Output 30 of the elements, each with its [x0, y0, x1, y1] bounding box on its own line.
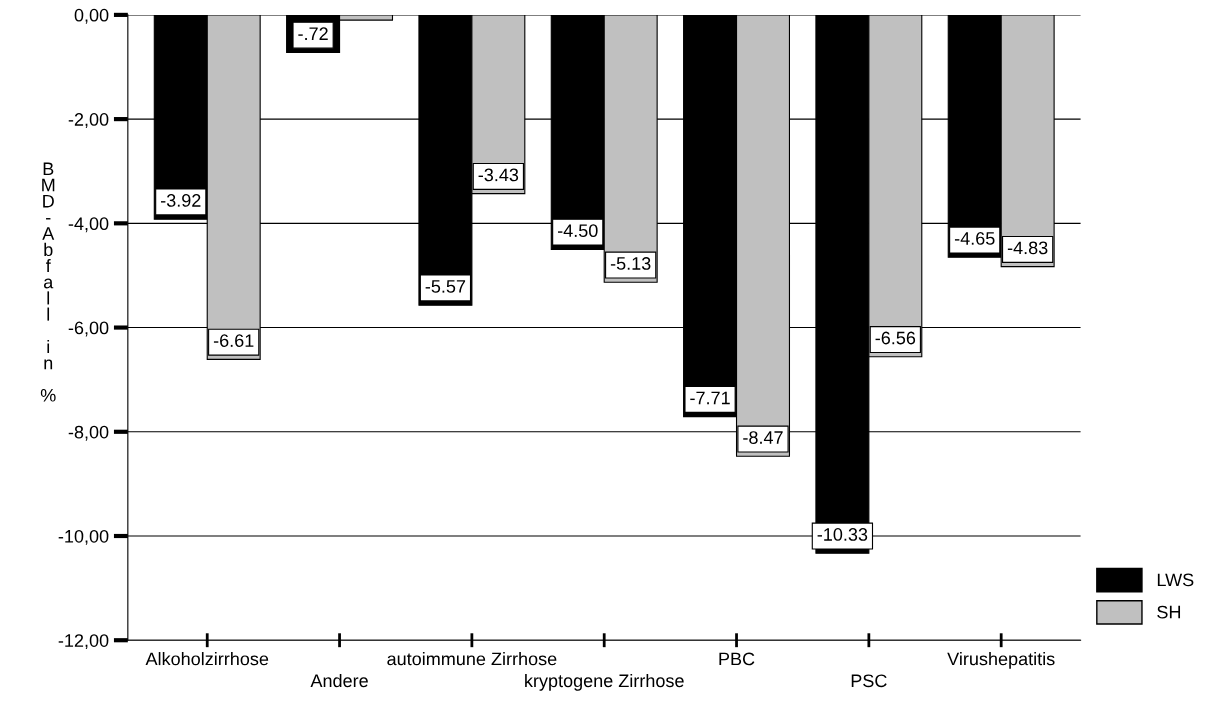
x-tick-label: autoimmune Zirrhose — [387, 652, 557, 666]
data-label: -7.71 — [690, 391, 730, 405]
data-label: -5.13 — [610, 257, 651, 270]
data-label: -.72 — [298, 27, 328, 40]
legend-label: SH — [1157, 605, 1181, 619]
data-label: -6.56 — [875, 331, 916, 345]
x-tick-label: PSC — [851, 674, 887, 688]
data-label: -4.50 — [557, 224, 598, 238]
y-tick-label: 0,00 — [74, 8, 109, 24]
y-tick-label: -8,00 — [68, 425, 109, 441]
x-tick-label: Virushepatitis — [947, 652, 1055, 669]
x-tick-label: kryptogene Zirrhose — [525, 673, 684, 691]
x-tick-label: Andere — [310, 673, 368, 688]
data-label: -4.65 — [954, 232, 995, 245]
x-tick-label: PBC — [719, 652, 755, 666]
data-label: -3.43 — [478, 168, 519, 182]
text: BMD-Abfall in % — [40, 162, 56, 402]
y-tick-label: -2,00 — [68, 113, 109, 128]
y-tick-label: -4,00 — [68, 217, 109, 233]
data-label: -5.57 — [425, 280, 466, 293]
y-tick-label: -6,00 — [68, 321, 109, 337]
data-label: -8.47 — [743, 431, 783, 444]
data-label: -10.33 — [817, 528, 868, 541]
x-tick-label: Alkoholzirrhose — [145, 652, 269, 666]
legend-label: LWS — [1157, 573, 1194, 587]
y-tick-label: -12,00 — [58, 634, 109, 650]
y-tick-label: -10,00 — [58, 529, 109, 545]
data-label: -3.92 — [160, 194, 201, 207]
data-label: -4.83 — [1007, 241, 1048, 255]
data-label: -6.61 — [213, 334, 254, 347]
